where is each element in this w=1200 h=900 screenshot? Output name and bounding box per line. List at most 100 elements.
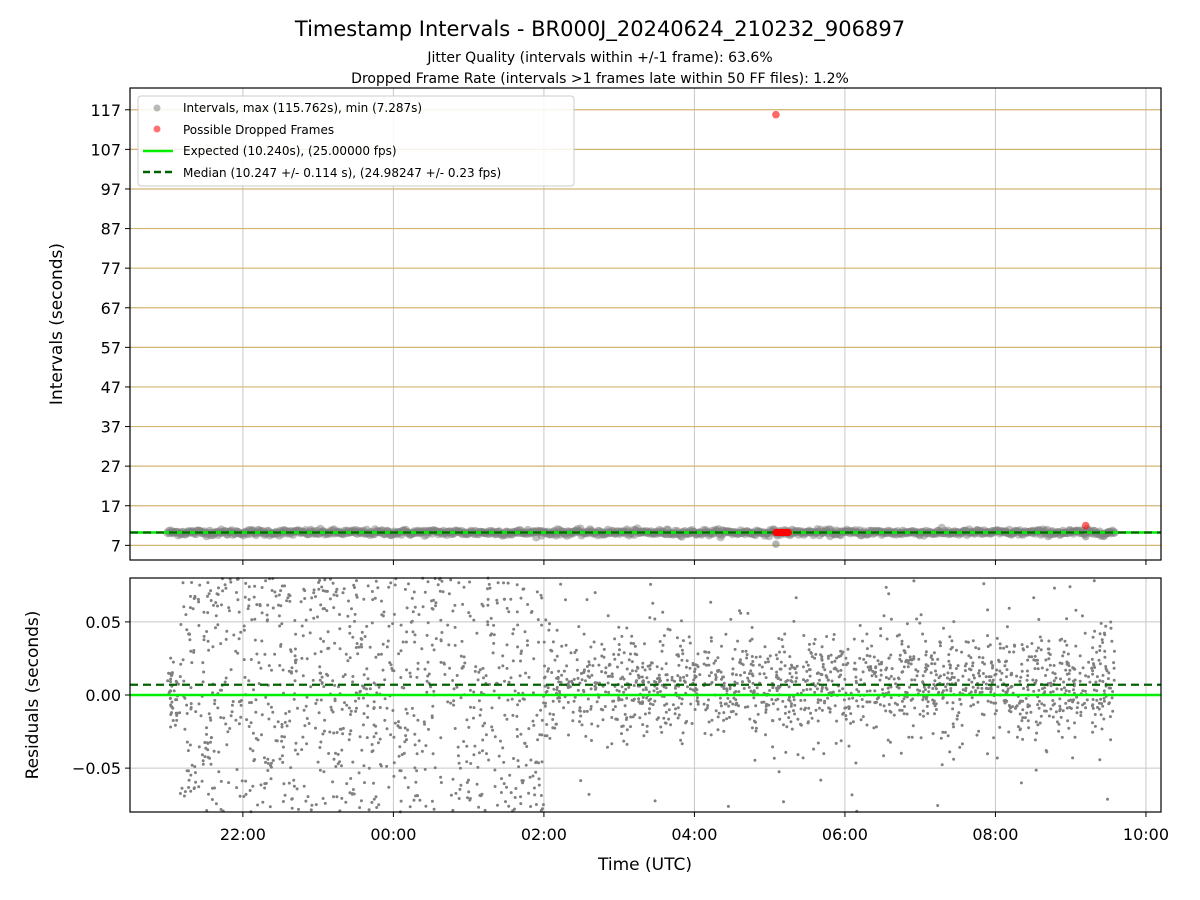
residual-point xyxy=(348,791,352,795)
residual-point xyxy=(602,647,606,651)
residual-point xyxy=(790,675,794,679)
residual-point xyxy=(290,671,293,675)
residual-point xyxy=(372,781,375,785)
residual-point xyxy=(468,614,472,618)
intervals-ytick-label-2: 27 xyxy=(101,457,121,476)
residual-point xyxy=(633,644,637,648)
residual-point xyxy=(457,797,461,800)
residual-point xyxy=(365,624,369,628)
residual-point xyxy=(486,587,489,591)
residual-point xyxy=(166,679,170,683)
residual-point xyxy=(982,680,985,684)
residual-point xyxy=(203,741,207,744)
residual-point xyxy=(796,753,800,757)
residual-point xyxy=(372,707,376,710)
residual-point xyxy=(684,721,688,725)
residual-point xyxy=(799,699,803,702)
residual-point xyxy=(860,698,864,701)
residual-point xyxy=(813,637,817,641)
residual-point xyxy=(180,786,184,790)
residual-point xyxy=(375,806,379,809)
residual-point xyxy=(381,642,385,646)
residual-point xyxy=(201,680,205,684)
residual-point xyxy=(355,579,358,583)
residual-point xyxy=(548,622,551,626)
residual-point xyxy=(689,702,693,706)
residual-point xyxy=(862,657,866,661)
residual-point xyxy=(417,739,421,743)
residual-point xyxy=(548,712,552,716)
residual-point xyxy=(519,596,523,600)
residual-point xyxy=(752,696,756,700)
residual-point xyxy=(413,766,417,770)
residual-point xyxy=(344,800,348,804)
residual-point xyxy=(1101,704,1105,708)
residual-point xyxy=(293,619,297,622)
residual-point xyxy=(737,704,740,708)
residual-point xyxy=(185,703,189,707)
residual-point xyxy=(485,752,488,756)
residual-point xyxy=(507,610,511,614)
residual-point xyxy=(955,648,958,652)
residual-point xyxy=(900,659,903,663)
residual-point xyxy=(481,666,485,670)
residual-point xyxy=(710,718,714,722)
residual-point xyxy=(801,688,805,692)
residual-point xyxy=(1009,673,1013,677)
residual-point xyxy=(271,606,275,610)
residual-point xyxy=(633,713,637,717)
residual-point xyxy=(900,642,904,646)
residual-point xyxy=(302,708,306,712)
residual-point xyxy=(361,696,365,700)
residual-point xyxy=(487,758,491,762)
residual-point xyxy=(889,617,893,621)
residual-point xyxy=(310,596,314,600)
residual-point xyxy=(1102,696,1106,700)
residual-point xyxy=(963,669,967,673)
residual-point xyxy=(843,677,847,681)
residual-point xyxy=(415,752,419,756)
residual-point xyxy=(882,614,886,618)
residual-point xyxy=(949,677,952,681)
residual-point xyxy=(1060,637,1064,641)
residual-point xyxy=(971,685,975,689)
residual-point xyxy=(648,616,652,620)
residual-point xyxy=(258,603,262,606)
residual-point xyxy=(750,672,754,676)
residual-point xyxy=(539,794,543,797)
residual-point xyxy=(651,703,655,707)
residual-point xyxy=(775,686,778,690)
residual-point xyxy=(269,705,273,709)
residual-point xyxy=(676,706,680,710)
residual-point xyxy=(734,673,738,677)
residual-point xyxy=(1072,698,1076,702)
residual-point xyxy=(219,642,223,646)
residual-point xyxy=(235,786,239,790)
x-tick-label-3: 04:00 xyxy=(671,825,717,844)
residual-point xyxy=(518,699,522,703)
residual-point xyxy=(472,690,476,694)
residual-point xyxy=(958,698,962,701)
residual-point xyxy=(542,640,546,644)
residual-point xyxy=(317,581,321,584)
residual-point xyxy=(376,741,380,745)
residual-point xyxy=(947,653,951,657)
residual-point xyxy=(727,704,731,708)
residual-point xyxy=(1057,722,1061,726)
residual-point xyxy=(778,650,781,654)
residual-point xyxy=(200,779,204,783)
residual-point xyxy=(1072,679,1075,683)
residual-point xyxy=(360,630,364,634)
residual-point xyxy=(479,708,483,712)
residual-point xyxy=(608,674,612,678)
residual-point xyxy=(262,756,266,760)
intervals-ytick-label-11: 117 xyxy=(90,101,121,120)
residual-point xyxy=(1025,645,1029,649)
residual-point xyxy=(316,615,319,619)
residual-point xyxy=(223,680,227,684)
residual-point xyxy=(411,610,415,614)
residual-point xyxy=(638,716,642,720)
residual-point xyxy=(557,669,561,673)
residual-point xyxy=(352,583,356,587)
residual-point xyxy=(225,743,229,747)
